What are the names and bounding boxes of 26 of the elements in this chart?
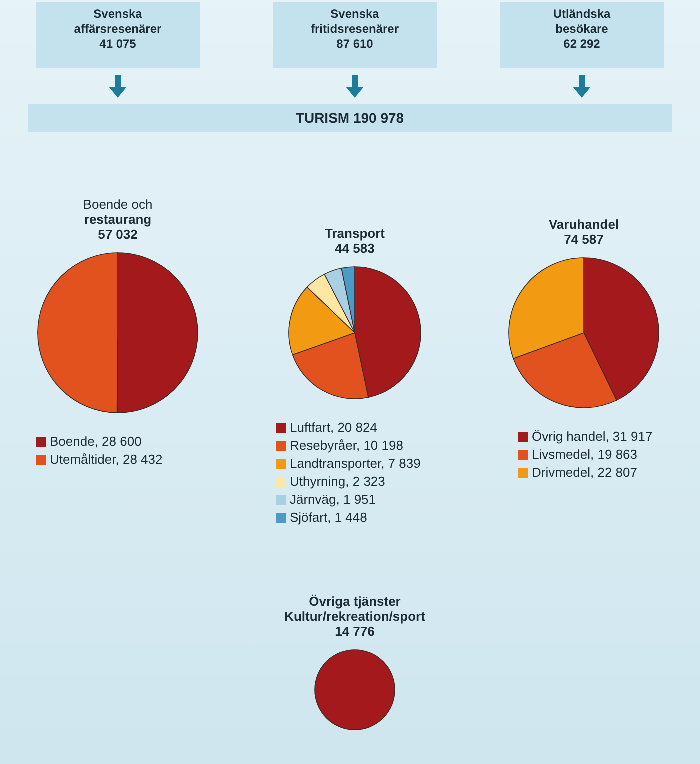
legend-label: Resebyråer, 10 198: [290, 438, 404, 453]
legend-label: Utemåltider, 28 432: [50, 452, 163, 467]
legend-label: Drivmedel, 22 807: [532, 465, 638, 480]
category-label: Svenska affärsresenärer: [74, 7, 162, 36]
text: 44 583: [335, 241, 375, 256]
chart-title: Boende och restaurang: [83, 197, 153, 227]
chart-title: Varuhandel: [548, 217, 620, 232]
legend-label: Uthyrning, 2 323: [290, 474, 386, 489]
chart-title: Transport: [325, 226, 386, 241]
category-label: Svenska fritidsresenärer: [310, 7, 400, 36]
chart-title: Övriga tjänster Kultur/rekreation/sport: [284, 594, 426, 624]
legend-label: Övrig handel, 31 917: [532, 429, 653, 444]
data-label: 87 610: [336, 37, 374, 51]
data-label: 62 292: [564, 37, 601, 51]
text: 57 032: [98, 227, 138, 242]
legend-label: Luftfart, 20 824: [290, 420, 378, 435]
legend-label: Livsmedel, 19 863: [532, 447, 638, 462]
text: 14 776: [335, 624, 375, 639]
data-label: 41 075: [100, 37, 137, 51]
legend-label: Landtransporter, 7 839: [290, 456, 421, 471]
category-label: Utländska besökare: [553, 7, 611, 36]
text: 74 587: [564, 232, 604, 247]
text: TURISM 190 978: [296, 110, 404, 126]
legend-label: Sjöfart, 1 448: [290, 510, 368, 525]
legend-label: Järnväg, 1 951: [290, 492, 376, 507]
legend-label: Boende, 28 600: [50, 434, 142, 449]
